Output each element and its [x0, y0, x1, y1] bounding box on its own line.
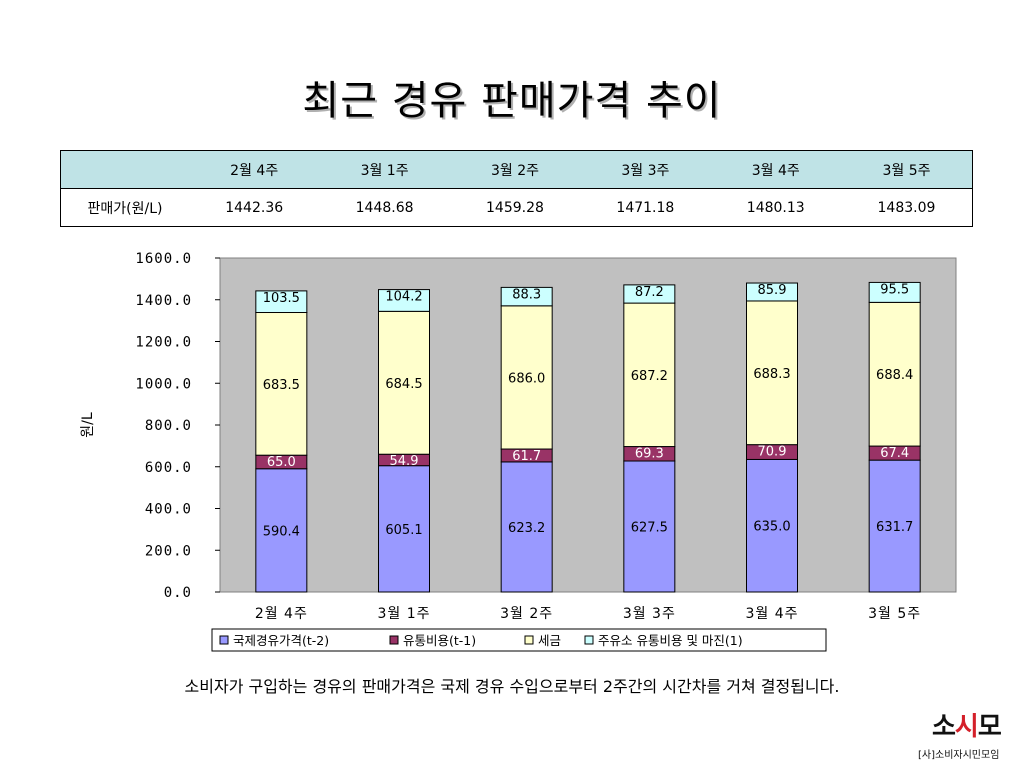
data-label: 623.2: [508, 521, 545, 536]
organization-logo: 소시모 [사]소비자시민모임: [918, 706, 1018, 762]
data-label: 635.0: [753, 520, 790, 535]
bar-segment: [378, 289, 430, 312]
data-label: 54.9: [390, 454, 419, 469]
stacked-bar-chart: 0.0 200.0 400.0 600.0 800.0 1000.0 1200.0 1400.…: [80, 251, 957, 652]
data-label: 605.1: [385, 523, 422, 538]
y-tick-label: 0.0: [164, 585, 192, 601]
data-label: 631.7: [876, 520, 913, 535]
price-table-cell: 1448.68: [319, 188, 450, 227]
legend-label: 주유소 유통비용 및 마진(1): [598, 633, 743, 648]
price-table-corner-cell: [60, 150, 189, 189]
price-table-value-row: 판매가(원/L) 1442.36 1448.68 1459.28 1471.18…: [60, 188, 973, 227]
y-tick-label: 1000.0: [135, 376, 192, 392]
price-table-cell: 1483.09: [840, 188, 973, 227]
bar-segment: [378, 465, 430, 593]
data-label: 87.2: [635, 285, 664, 300]
y-axis-label: 원/L: [80, 412, 96, 438]
logo-subtitle: [사]소비자시민모임: [918, 750, 1000, 761]
bar-segment: [868, 301, 921, 447]
data-label: 67.4: [880, 446, 909, 461]
data-label: 104.2: [385, 290, 422, 305]
price-table-col-header: 3월 1주: [319, 150, 450, 189]
price-table-col-header: 3월 5주: [840, 150, 973, 189]
data-label: 69.3: [635, 447, 664, 462]
y-tick-label: 600.0: [145, 460, 192, 476]
price-table-col-header: 3월 3주: [580, 150, 711, 189]
x-tick-label: 3월 2주: [500, 606, 553, 622]
bar-segment: [500, 286, 553, 307]
logo-mark-dot: 시: [954, 712, 979, 742]
data-label: 627.5: [631, 521, 668, 536]
plot-area: [219, 257, 957, 593]
page-title: 최근 경유 판매가격 추이: [302, 78, 722, 124]
y-tick-label: 1600.0: [135, 251, 192, 267]
price-table-col-header: 2월 4주: [189, 150, 320, 189]
logo-mark-left: 소: [932, 712, 956, 742]
data-label: 687.2: [631, 369, 668, 384]
bar-segment: [623, 460, 676, 593]
data-label: 103.5: [263, 291, 300, 306]
bar-segment: [255, 468, 308, 593]
legend-box: [211, 628, 827, 652]
y-tick-label: 400.0: [145, 502, 192, 518]
bar-segment: [746, 300, 798, 446]
price-table-cell: 1471.18: [580, 188, 711, 227]
price-table-cell: 1459.28: [449, 188, 581, 227]
legend-label: 국제경유가격(t-2): [233, 633, 329, 648]
y-tick-label: 800.0: [145, 418, 192, 434]
bar-segment: [623, 284, 676, 304]
data-label: 65.0: [267, 455, 296, 470]
bar-segment: [623, 302, 676, 448]
data-label: 70.9: [758, 445, 787, 460]
legend-swatch: [584, 635, 594, 645]
x-tick-label: 3월 4주: [745, 606, 798, 622]
bar-segment: [255, 290, 308, 314]
price-table-cell: 1442.36: [189, 188, 320, 227]
price-table-col-header: 3월 2주: [449, 150, 581, 189]
bar-segment: [868, 281, 921, 303]
data-label: 61.7: [512, 449, 541, 464]
data-label: 686.0: [508, 371, 545, 386]
data-label: 688.4: [876, 368, 913, 383]
caption: 소비자가 구입하는 경유의 판매가격은 국제 경유 수입으로부터 2주간의 시간…: [184, 677, 840, 696]
bar-segment: [500, 305, 553, 450]
price-table-row-label: 판매가(원/L): [60, 188, 189, 227]
price-table: 2월 4주 3월 1주 3월 2주 3월 3주 3월 4주 3월 5주 판매가(…: [60, 150, 973, 227]
x-tick-label: 3월 5주: [868, 606, 921, 622]
bar-segment: [868, 459, 921, 593]
legend-label: 세금: [538, 633, 561, 648]
data-label: 85.9: [758, 283, 787, 298]
price-table-cell: 1480.13: [710, 188, 841, 227]
data-label: 95.5: [880, 282, 909, 297]
logo-mark: 소시모: [932, 706, 1002, 743]
price-table-col-header: 3월 4주: [710, 150, 841, 189]
bar-segment: [746, 282, 798, 302]
legend-swatch: [524, 635, 534, 645]
x-tick-label: 3월 3주: [623, 606, 676, 622]
x-tick-label: 3월 1주: [377, 606, 430, 622]
legend-swatch: [219, 635, 229, 645]
logo-mark-right: 모: [977, 712, 1002, 742]
y-tick-label: 1200.0: [135, 335, 192, 351]
data-label: 88.3: [512, 287, 541, 302]
price-table-header-row: 2월 4주 3월 1주 3월 2주 3월 3주 3월 4주 3월 5주: [60, 150, 973, 189]
legend-swatch: [389, 635, 399, 645]
y-tick-label: 200.0: [145, 543, 192, 559]
data-label: 684.5: [385, 377, 422, 392]
data-label: 683.5: [263, 378, 300, 393]
data-label: 590.4: [263, 524, 300, 539]
y-tick-label: 1400.0: [135, 293, 192, 309]
legend-label: 유통비용(t-1): [403, 633, 476, 648]
data-label: 688.3: [753, 367, 790, 382]
x-tick-label: 2월 4주: [255, 606, 308, 622]
